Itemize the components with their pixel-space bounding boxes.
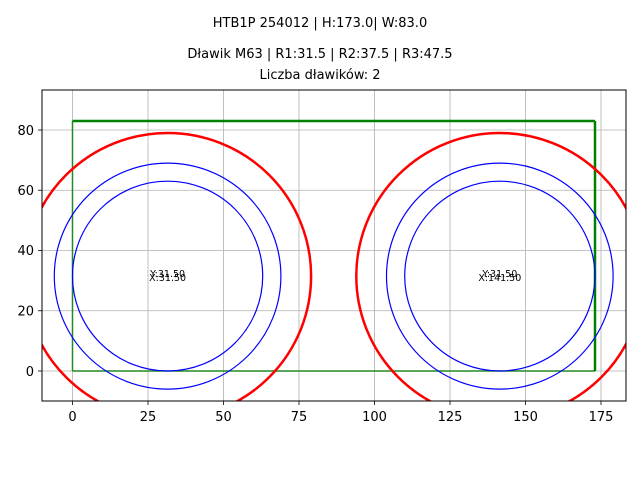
choke-1 xyxy=(42,131,313,401)
choke-count: Liczba dławików: 2 xyxy=(259,68,381,83)
chart-title: HTB1P 254012 | H:173.0| W:83.0 xyxy=(212,16,428,31)
y-tick-label: 0 xyxy=(26,365,34,380)
x-tick-label: 125 xyxy=(438,410,463,425)
x-tick-label: 25 xyxy=(140,410,157,425)
x-tick-label: 50 xyxy=(215,410,232,425)
y-tick-label: 80 xyxy=(17,124,34,139)
y-tick-label: 20 xyxy=(17,305,34,320)
x-tick-label: 175 xyxy=(589,410,614,425)
y-axis xyxy=(38,129,42,372)
y-tick-label: 40 xyxy=(17,244,34,259)
annotation-x-1: X:31.50 xyxy=(149,273,186,284)
annotation-x-2: X:141.50 xyxy=(478,273,521,284)
chart-subtitle: Dławik M63 | R1:31.5 | R2:37.5 | R3:47.5 xyxy=(187,47,453,62)
annotation-y-1: Y:31.50 xyxy=(149,269,185,280)
x-tick-label: 0 xyxy=(68,410,76,425)
grid xyxy=(42,90,626,401)
x-tick-label: 100 xyxy=(362,410,387,425)
x-tick-label: 75 xyxy=(291,410,308,425)
axes-frame xyxy=(41,89,627,402)
annotation-y-2: Y:31.50 xyxy=(481,269,517,280)
housing-rectangle xyxy=(71,119,597,372)
y-tick-label: 60 xyxy=(17,184,34,199)
x-tick-label: 150 xyxy=(513,410,538,425)
x-axis xyxy=(72,401,602,405)
choke-2 xyxy=(355,131,626,401)
